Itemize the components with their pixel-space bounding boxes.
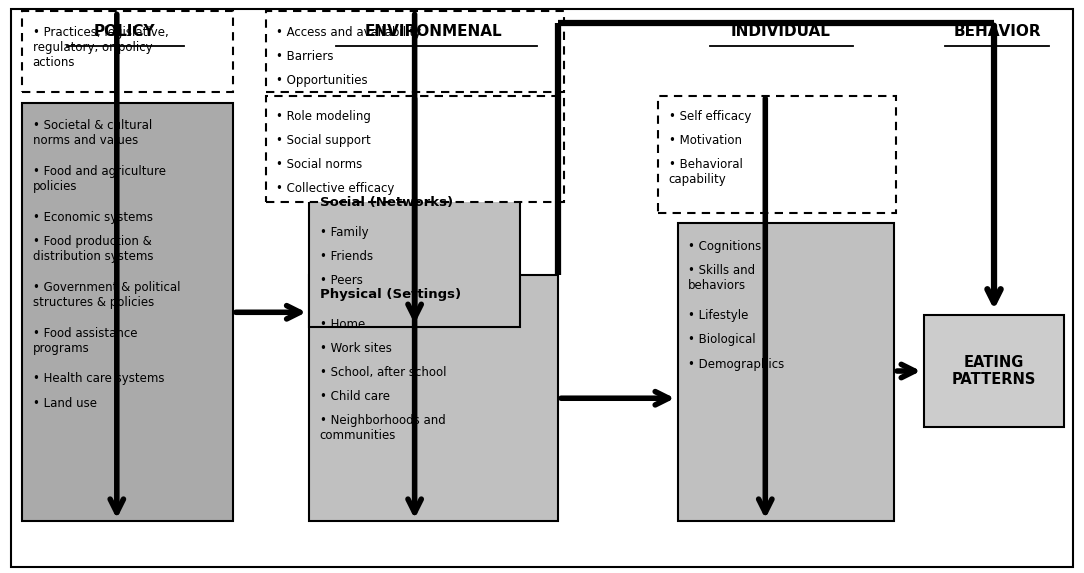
Text: Physical (Settings): Physical (Settings): [320, 288, 461, 301]
FancyBboxPatch shape: [11, 9, 1073, 567]
Text: • Lifestyle: • Lifestyle: [688, 309, 749, 323]
Text: POLICY: POLICY: [94, 24, 155, 39]
Text: • Access and availability: • Access and availability: [276, 26, 422, 39]
Text: • Land use: • Land use: [33, 397, 96, 410]
Text: • Role modeling: • Role modeling: [276, 110, 372, 123]
Text: • Practices, legislative,
regulatory, or policy
actions: • Practices, legislative, regulatory, or…: [33, 26, 168, 69]
Text: • Demographics: • Demographics: [688, 358, 785, 371]
FancyBboxPatch shape: [309, 275, 558, 521]
FancyBboxPatch shape: [924, 315, 1064, 427]
Text: • Peers: • Peers: [320, 274, 363, 288]
Text: • Food production &
distribution systems: • Food production & distribution systems: [33, 235, 153, 263]
Text: • Food and agriculture
policies: • Food and agriculture policies: [33, 165, 166, 193]
Text: • Collective efficacy: • Collective efficacy: [276, 182, 395, 195]
Text: • Home: • Home: [320, 318, 365, 331]
Text: • Skills and
behaviors: • Skills and behaviors: [688, 264, 756, 292]
FancyBboxPatch shape: [22, 11, 233, 92]
Text: • Health care systems: • Health care systems: [33, 372, 164, 386]
FancyBboxPatch shape: [266, 96, 564, 202]
Text: • Social norms: • Social norms: [276, 158, 363, 171]
Text: • Government & political
structures & policies: • Government & political structures & po…: [33, 281, 180, 309]
Text: • Food assistance
programs: • Food assistance programs: [33, 327, 137, 355]
Text: • Barriers: • Barriers: [276, 50, 334, 63]
FancyBboxPatch shape: [22, 103, 233, 521]
Text: INDIVIDUAL: INDIVIDUAL: [731, 24, 830, 39]
Text: ENVIRONMENAL: ENVIRONMENAL: [365, 24, 502, 39]
Text: • Family: • Family: [320, 226, 369, 240]
Text: • Neighborhoods and
communities: • Neighborhoods and communities: [320, 414, 446, 442]
Text: • Motivation: • Motivation: [669, 134, 741, 147]
Text: • Biological: • Biological: [688, 333, 756, 347]
FancyBboxPatch shape: [678, 223, 894, 521]
Text: • Cognitions: • Cognitions: [688, 240, 762, 253]
Text: BEHAVIOR: BEHAVIOR: [954, 24, 1041, 39]
Text: • Child care: • Child care: [320, 390, 390, 403]
Text: • Economic systems: • Economic systems: [33, 211, 153, 224]
Text: • School, after school: • School, after school: [320, 366, 447, 379]
Text: Social (Networks): Social (Networks): [320, 196, 453, 209]
Text: • Societal & cultural
norms and values: • Societal & cultural norms and values: [33, 119, 152, 147]
FancyBboxPatch shape: [266, 11, 564, 92]
Text: • Social support: • Social support: [276, 134, 371, 147]
Text: • Work sites: • Work sites: [320, 342, 391, 355]
FancyBboxPatch shape: [658, 96, 896, 213]
Text: • Self efficacy: • Self efficacy: [669, 110, 751, 123]
Text: EATING
PATTERNS: EATING PATTERNS: [952, 355, 1036, 387]
Text: • Behavioral
capability: • Behavioral capability: [669, 158, 743, 186]
FancyBboxPatch shape: [309, 183, 520, 327]
Text: • Opportunities: • Opportunities: [276, 74, 369, 87]
Text: • Friends: • Friends: [320, 250, 373, 264]
